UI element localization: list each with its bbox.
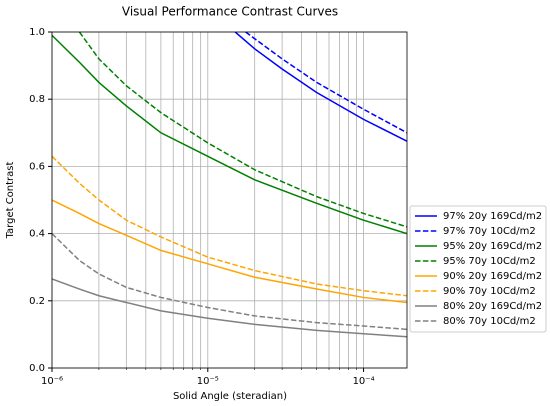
legend-label: 95% 20y 169Cd/m2 [443, 241, 542, 252]
series-line [52, 199, 407, 304]
x-tick-label: 10⁻⁶ [41, 376, 63, 387]
y-tick-label: 0.0 [29, 363, 45, 374]
x-tick-label: 10⁻⁵ [197, 376, 219, 387]
y-tick-label: 0.4 [29, 229, 45, 240]
series-line [245, 32, 407, 134]
y-axis-label: Target Contrast [5, 162, 16, 240]
series-line [52, 278, 407, 338]
legend-label: 80% 70y 10Cd/m2 [443, 316, 536, 327]
y-tick-label: 1.0 [29, 27, 45, 38]
chart-title: Visual Performance Contrast Curves [122, 5, 338, 19]
legend-label: 90% 20y 169Cd/m2 [443, 271, 542, 282]
x-tick-label: 10⁻⁴ [353, 376, 375, 387]
x-axis-label: Solid Angle (steradian) [173, 391, 287, 402]
y-tick-label: 0.2 [29, 296, 45, 307]
legend-label: 90% 70y 10Cd/m2 [443, 286, 536, 297]
plot-frame [51, 31, 408, 369]
legend-label: 97% 20y 169Cd/m2 [443, 211, 542, 222]
legend-label: 95% 70y 10Cd/m2 [443, 256, 536, 267]
series-line [52, 155, 407, 297]
y-tick-label: 0.8 [29, 94, 45, 105]
legend-label: 80% 20y 169Cd/m2 [443, 301, 542, 312]
series-line [234, 32, 407, 142]
legend-box [409, 205, 547, 333]
series-line [78, 32, 407, 228]
legend-label: 97% 70y 10Cd/m2 [443, 226, 536, 237]
series-line [52, 233, 407, 331]
series-line [52, 34, 407, 235]
y-tick-label: 0.6 [29, 161, 45, 172]
